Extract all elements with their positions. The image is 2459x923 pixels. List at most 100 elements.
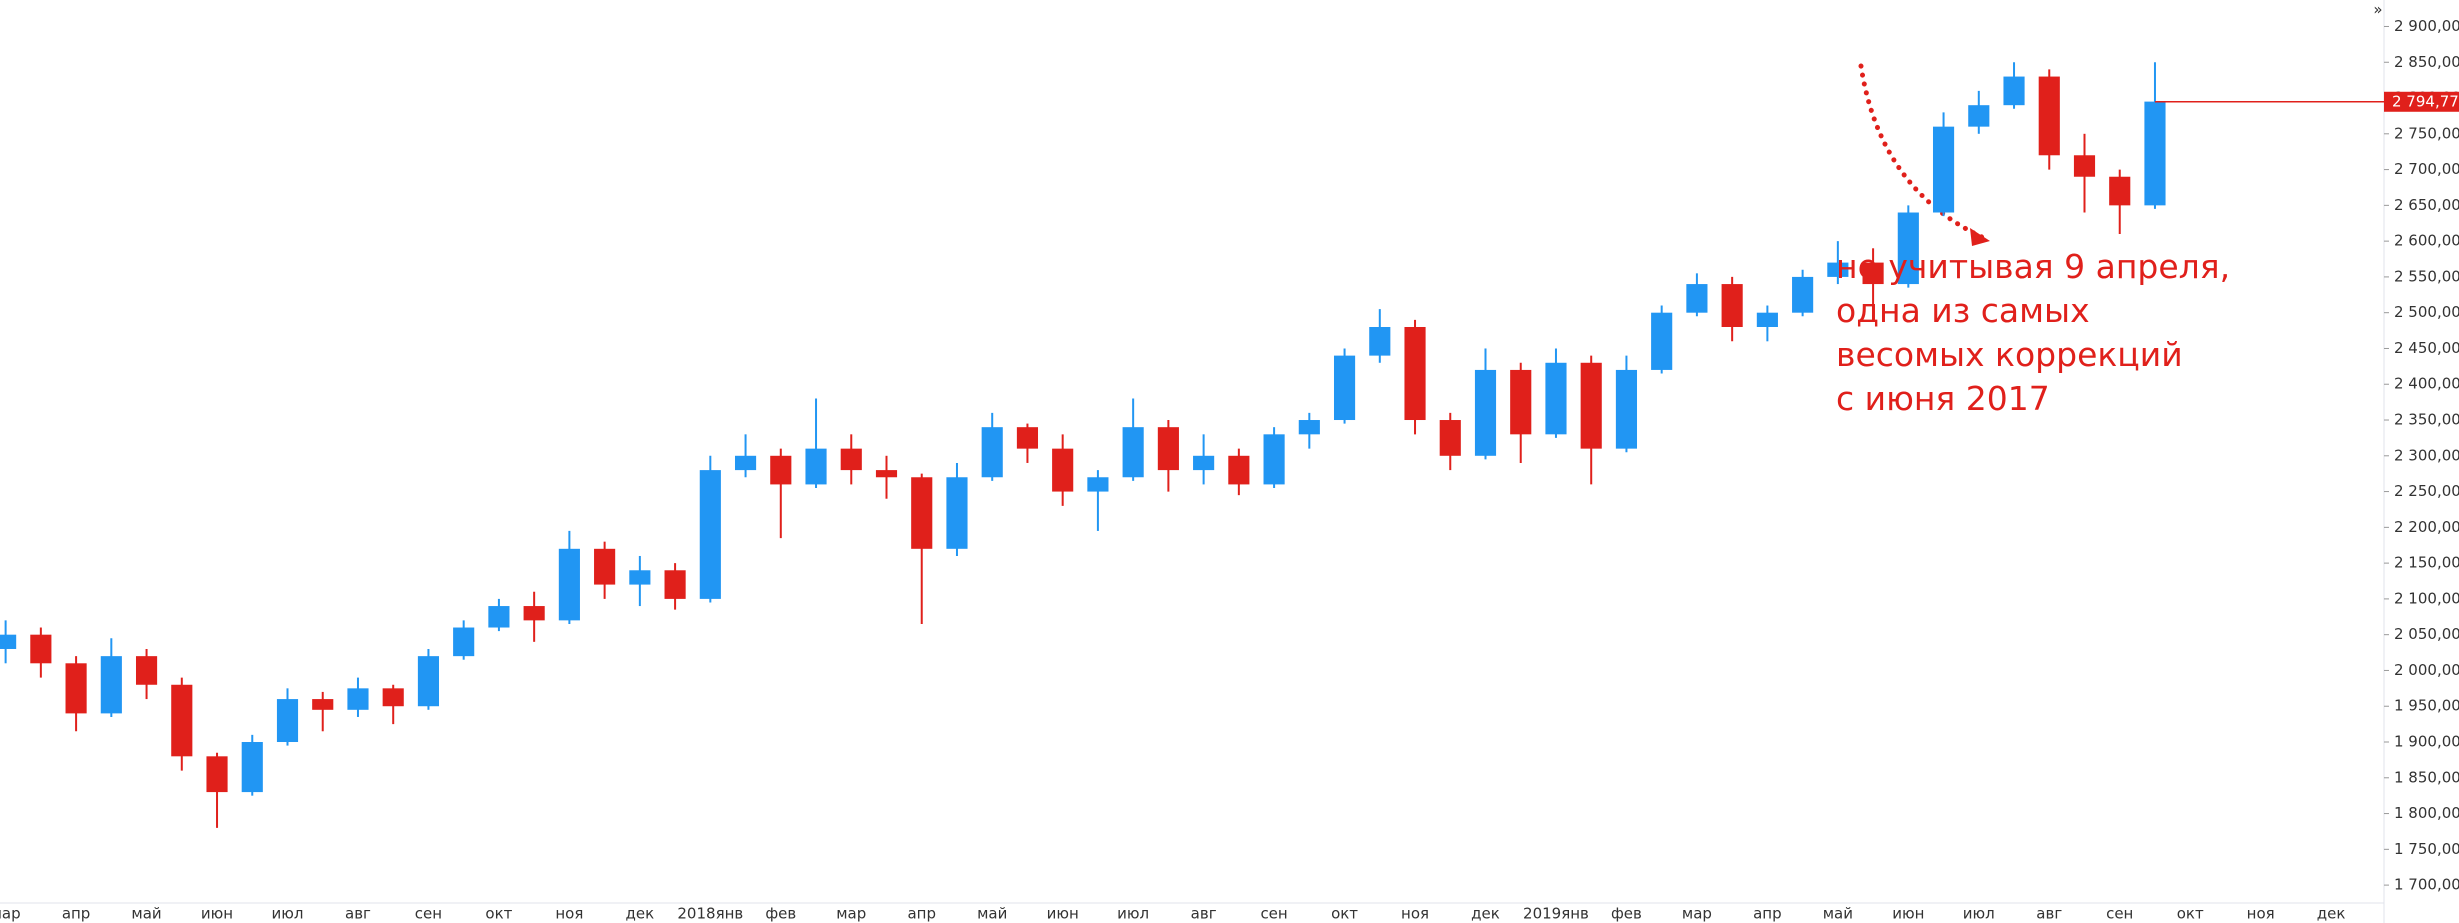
x-tick-label: сен — [1260, 905, 1287, 923]
x-tick-label: ноя — [2247, 905, 2275, 923]
y-tick-label: 1 700,00 — [2394, 876, 2459, 894]
x-tick-label: апр — [62, 905, 91, 923]
x-tick-label: июн — [201, 905, 233, 923]
y-tick-label: 2 350,00 — [2394, 411, 2459, 429]
candle-body — [1474, 369, 1497, 456]
candle-body — [135, 656, 158, 685]
candle-body — [946, 477, 968, 549]
candle-body — [629, 570, 651, 585]
y-tick-label: 2 300,00 — [2394, 446, 2459, 464]
x-tick-label: 2019янв — [1523, 905, 1589, 923]
x-tick-label: авг — [2036, 905, 2062, 923]
candle-body — [2038, 76, 2060, 156]
x-tick-label: июл — [1117, 905, 1149, 923]
y-tick-label: 2 000,00 — [2394, 661, 2459, 679]
x-tick-label: мар — [0, 905, 21, 923]
annotation-text: весомых коррекций — [1836, 335, 2183, 374]
candle-body — [1016, 427, 1039, 449]
candle-body — [875, 470, 898, 478]
candle-body — [1897, 212, 1919, 285]
candle-body — [1333, 355, 1356, 421]
annotation-text: одна из самых — [1836, 291, 2090, 330]
x-tick-label: 2018янв — [677, 905, 743, 923]
last-price-label: 2 794,77 — [2392, 92, 2459, 110]
x-tick-label: фев — [765, 905, 796, 923]
candle-body — [1580, 362, 1602, 449]
candle-body — [1721, 284, 1743, 327]
y-tick-label: 1 750,00 — [2394, 840, 2459, 858]
y-tick-label: 2 050,00 — [2394, 625, 2459, 643]
y-tick-label: 2 550,00 — [2394, 267, 2459, 285]
candle-body — [417, 656, 440, 707]
candle-body — [1968, 105, 1990, 127]
x-tick-label: май — [131, 905, 161, 923]
candle-body — [1686, 284, 1708, 313]
candle-body — [805, 448, 827, 485]
x-tick-label: мар — [836, 905, 866, 923]
annotation-text: с июня 2017 — [1836, 379, 2050, 418]
x-tick-label: авг — [345, 905, 371, 923]
candle-body — [594, 548, 616, 585]
candle-body — [664, 570, 686, 599]
candle-body — [0, 634, 17, 649]
y-tick-label: 1 950,00 — [2394, 697, 2459, 715]
candle-body — [1122, 427, 1144, 478]
y-tick-label: 2 900,00 — [2394, 17, 2459, 35]
candle-body — [734, 455, 757, 471]
candle-body — [1193, 455, 1215, 471]
x-tick-label: май — [1823, 905, 1853, 923]
y-tick-label: 2 600,00 — [2394, 232, 2459, 250]
candle-body — [1545, 362, 1567, 435]
annotation-arrow — [1858, 63, 1987, 241]
x-tick-label: ноя — [555, 905, 583, 923]
y-tick-label: 2 250,00 — [2394, 482, 2459, 500]
y-tick-label: 2 850,00 — [2394, 53, 2459, 71]
y-tick-label: 2 650,00 — [2394, 196, 2459, 214]
candle-body — [347, 688, 369, 710]
x-tick-label: сен — [2106, 905, 2133, 923]
candle-body — [1263, 434, 1285, 485]
x-tick-label: окт — [1331, 905, 1358, 923]
x-tick-label: июл — [1963, 905, 1995, 923]
candle-body — [1756, 312, 1778, 327]
x-tick-label: июн — [1047, 905, 1079, 923]
x-tick-label: дек — [626, 905, 655, 923]
x-tick-label: мар — [1682, 905, 1712, 923]
candle-body — [981, 427, 1003, 478]
y-tick-label: 2 200,00 — [2394, 518, 2459, 536]
x-tick-label: июн — [1892, 905, 1924, 923]
candle-body — [2144, 101, 2166, 206]
candle-body — [171, 684, 193, 757]
y-tick-label: 2 150,00 — [2394, 554, 2459, 572]
annotation-text: не учитывая 9 апреля, — [1836, 247, 2230, 286]
collapse-icon[interactable]: » — [2373, 1, 2382, 19]
candle-body — [1298, 420, 1320, 435]
x-tick-label: ноя — [1401, 905, 1429, 923]
candle-body — [1228, 455, 1250, 485]
candle-body — [1052, 448, 1074, 492]
x-tick-label: сен — [415, 905, 442, 923]
candle-body — [1651, 312, 1673, 370]
candle-body — [699, 470, 721, 599]
candle-body — [770, 455, 792, 485]
x-tick-label: май — [977, 905, 1007, 923]
x-tick-label: дек — [2317, 905, 2346, 923]
x-tick-label: фев — [1611, 905, 1642, 923]
x-tick-label: апр — [1753, 905, 1782, 923]
candle-body — [1087, 477, 1109, 492]
x-tick-label: окт — [2177, 905, 2204, 923]
x-tick-label: дек — [1471, 905, 1500, 923]
x-tick-label: июл — [272, 905, 304, 923]
candle-body — [382, 688, 404, 707]
candle-body — [1404, 326, 1426, 421]
candle-body — [276, 699, 299, 743]
candle-body — [2003, 76, 2025, 106]
candle-body — [206, 756, 228, 793]
x-tick-label: апр — [907, 905, 936, 923]
candle-body — [1932, 126, 1955, 213]
candle-body — [241, 742, 263, 793]
candle-body — [1615, 369, 1638, 449]
candle-body — [1827, 262, 1849, 277]
candle-body — [100, 656, 122, 714]
